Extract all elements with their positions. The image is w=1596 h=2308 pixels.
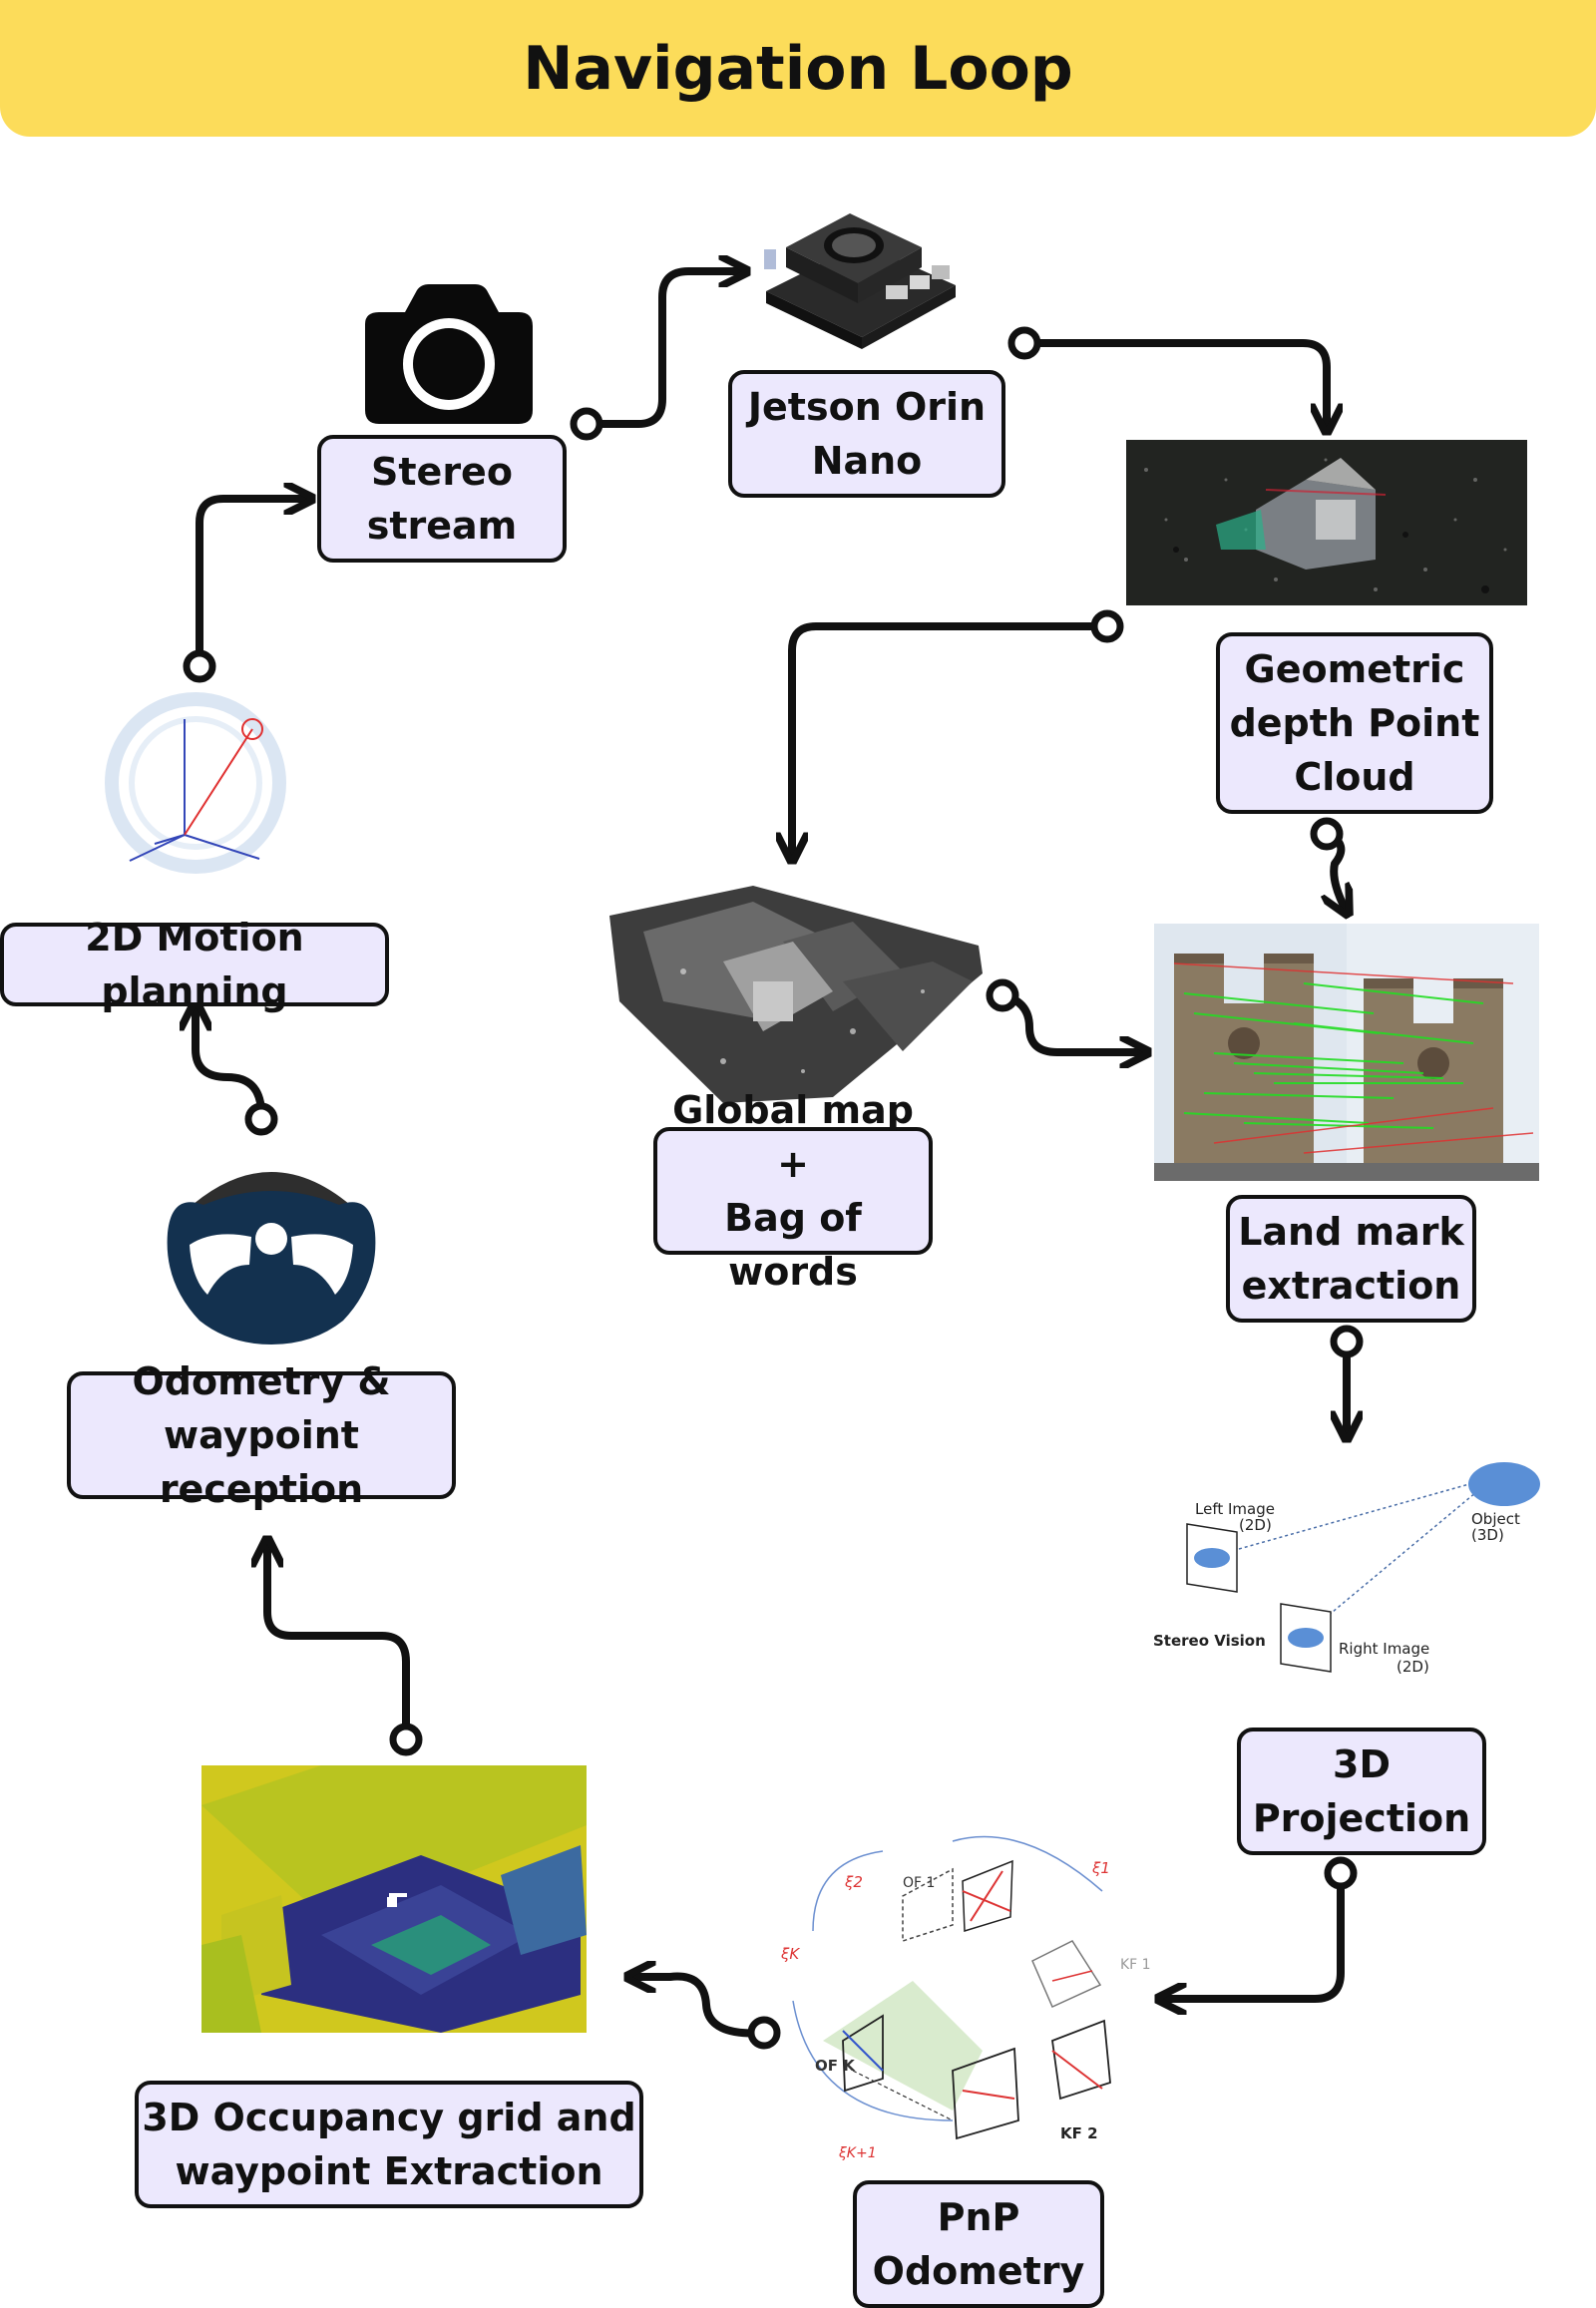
- connector-start-depth: [1310, 817, 1344, 851]
- connector-start-occupancy: [389, 1723, 423, 1756]
- node-depth-label: Geometric depth Point Cloud: [1229, 647, 1480, 799]
- occupancy-grid-image: [201, 1765, 587, 2033]
- node-jetson-orin-nano: Jetson Orin Nano: [728, 370, 1005, 498]
- connector-occupancy-to-odometry: [267, 1542, 410, 1743]
- kf2-label: KF 2: [1060, 2124, 1098, 2142]
- coordinate-axes-figure: [0, 679, 399, 887]
- connector-wheel-to-motion: [196, 1005, 266, 1123]
- xik-label: ξK: [781, 1945, 800, 1963]
- connector-globalmap-to-landmark: [998, 991, 1145, 1052]
- connector-pnp-to-occupancy: [630, 1977, 768, 2038]
- node-2d-motion-planning: 2D Motion planning: [0, 916, 389, 1013]
- point-cloud-image: [1126, 440, 1527, 605]
- node-occupancy-label: 3D Occupancy grid and waypoint Extractio…: [142, 2096, 636, 2193]
- connector-stereo-to-jetson: [583, 271, 744, 428]
- node-geometric-depth-point-cloud: Geometric depth Point Cloud: [1216, 632, 1493, 814]
- steering-wheel-icon: [164, 1133, 379, 1345]
- connector-pointcloud-to-globalmap: [792, 622, 1111, 858]
- connector-start-stereo: [570, 407, 603, 441]
- xi1-label: ξ1: [1092, 1859, 1110, 1877]
- xik1-label: ξK+1: [839, 2145, 877, 2160]
- connector-start-landmark: [1330, 1325, 1364, 1358]
- right-image-label: Right Image: [1339, 1640, 1430, 1658]
- global-map-image: [603, 882, 985, 1106]
- node-jetson-label: Jetson Orin Nano: [747, 385, 987, 483]
- pnp-keyframe-diagram: ξ2 OF 1 ξ1 KF 1 ξK OF K KF 2 ξK+1: [753, 1821, 1162, 2160]
- connector-start-pointcloud: [1090, 609, 1124, 643]
- left-image-label: Left Image: [1195, 1500, 1275, 1518]
- title-banner: [0, 0, 1596, 137]
- connector-start-jetson: [1007, 326, 1041, 360]
- object-dim: (3D): [1471, 1526, 1504, 1544]
- ofk-label: OF K: [815, 2057, 855, 2075]
- of1-label: OF 1: [903, 1875, 936, 1891]
- object-label: Object: [1471, 1510, 1520, 1528]
- left-image-dim: (2D): [1239, 1516, 1272, 1534]
- node-3d-projection: 3D Projection: [1237, 1728, 1486, 1855]
- node-global-map-bag-of-words: Global map + Bag of words: [653, 1088, 933, 1294]
- xi2-label: ξ2: [845, 1873, 863, 1891]
- node-stereo-stream-label: Stereo stream: [366, 450, 518, 548]
- connector-start-globalmap: [986, 978, 1019, 1012]
- node-stereo-stream: Stereo stream: [317, 435, 567, 563]
- connector-start-wheel: [244, 1102, 278, 1136]
- landmark-matching-image: [1154, 924, 1539, 1181]
- connector-start-projection: [1324, 1856, 1358, 1890]
- connector-projection-to-pnp: [1161, 1869, 1345, 1999]
- camera-icon: [365, 284, 533, 424]
- node-landmark-label: Land mark extraction: [1238, 1210, 1464, 1308]
- connector-jetson-to-pointcloud: [1020, 339, 1327, 429]
- node-pnp-label: PnP Odometry: [872, 2195, 1085, 2293]
- kf1-label: KF 1: [1120, 1957, 1151, 1973]
- stereo-vision-diagram: Left Image (2D) Object (3D) Stereo Visio…: [1147, 1452, 1546, 1682]
- connector-axes-to-stereo: [196, 499, 309, 670]
- node-globalmap-label: Global map + Bag of words: [672, 1088, 914, 1294]
- node-motion-label: 2D Motion planning: [85, 916, 304, 1013]
- stereo-vision-caption: Stereo Vision: [1153, 1632, 1266, 1650]
- connector-start-pnp: [747, 2016, 781, 2050]
- node-pnp-odometry: PnP Odometry: [853, 2180, 1104, 2308]
- right-image-dim: (2D): [1396, 1658, 1429, 1676]
- node-odometry-waypoint-reception: Odometry & waypoint reception: [67, 1359, 456, 1511]
- node-odometry-label: Odometry & waypoint reception: [132, 1359, 391, 1511]
- node-occupancy-grid: 3D Occupancy grid and waypoint Extractio…: [135, 2081, 643, 2208]
- node-landmark-extraction: Land mark extraction: [1226, 1195, 1476, 1323]
- connector-start-axes: [183, 649, 216, 683]
- diagram-title: Navigation Loop: [523, 33, 1073, 104]
- jetson-board-image: [758, 188, 958, 349]
- node-projection-label: 3D Projection: [1252, 1742, 1471, 1840]
